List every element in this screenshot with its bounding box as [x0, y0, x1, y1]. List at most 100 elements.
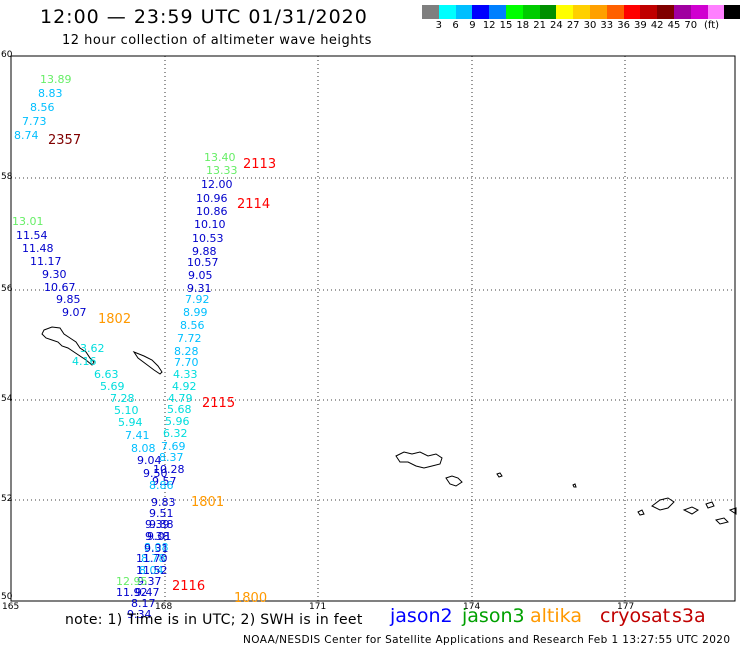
- swh-value: 9.47: [135, 586, 160, 599]
- swh-value: 13.01: [12, 215, 44, 228]
- color-swatch: [573, 5, 591, 19]
- color-scale-label: 30: [583, 20, 597, 31]
- swh-value: 9.38: [145, 530, 170, 543]
- swh-value: 9.50: [143, 467, 168, 480]
- swh-value: 7.70: [174, 356, 199, 369]
- swh-value: 9.51: [149, 507, 174, 520]
- color-scale-label: 27: [566, 20, 580, 31]
- color-swatch: [623, 5, 641, 19]
- islet-c-coastline: [715, 517, 729, 525]
- legend-jason3: jason3: [462, 605, 525, 627]
- pass-time-label: 1800: [234, 591, 268, 606]
- color-swatch: [657, 5, 675, 19]
- color-scale-label: 6: [452, 20, 459, 31]
- color-swatch: [674, 5, 691, 19]
- rat-islands-coastline: [651, 497, 675, 511]
- legend-s3a: s3a: [672, 605, 706, 627]
- swh-value: 7.72: [177, 332, 202, 345]
- swh-value: 8.08: [131, 442, 156, 455]
- swh-value: 7.41: [125, 429, 150, 442]
- color-swatch: [422, 5, 439, 19]
- swh-value: 11.48: [22, 242, 54, 255]
- color-swatch: [472, 5, 490, 19]
- lat-label-56: 56: [1, 284, 13, 294]
- swh-value: 11.92: [116, 586, 148, 599]
- color-scale-label: 39: [634, 20, 647, 31]
- swh-value: 11.70: [136, 552, 168, 565]
- swh-value: 8.83: [38, 87, 63, 100]
- lon-label-174: 174: [463, 602, 481, 612]
- shemya-islet-coastline: [496, 472, 503, 478]
- islet-a-coastline: [682, 506, 699, 515]
- swh-value: 8.99: [183, 306, 208, 319]
- islet-e-coastline: [637, 509, 645, 516]
- map-subtitle: 12 hour collection of altimeter wave hei…: [62, 33, 372, 48]
- swh-value: 4.33: [173, 368, 198, 381]
- swh-value: 8.04: [139, 564, 164, 577]
- swh-value: 13.33: [206, 164, 238, 177]
- swh-value: 5.10: [114, 404, 139, 417]
- swh-value: 8.56: [30, 101, 55, 114]
- color-swatch: [690, 5, 708, 19]
- color-swatch: [489, 5, 507, 19]
- swh-value: 13.89: [40, 73, 72, 86]
- pass-time-label: 2113: [243, 157, 277, 172]
- islet-b-coastline: [705, 501, 715, 509]
- swh-value: 8.74: [14, 129, 39, 142]
- color-swatch: [539, 5, 557, 19]
- color-swatch: [438, 5, 456, 19]
- swh-value: 9.34: [127, 608, 152, 621]
- swh-value: 8.78: [141, 552, 166, 565]
- color-scale-label: 18: [516, 20, 530, 31]
- swh-value: 9.88: [192, 245, 217, 258]
- medny-island-coastline: [132, 350, 163, 375]
- map-title: 12:00 — 23:59 UTC 01/31/2020: [40, 6, 368, 28]
- swh-value: 5.68: [167, 403, 192, 416]
- lat-label-54: 54: [1, 394, 13, 404]
- swh-value: 9.01: [147, 530, 172, 543]
- legend-cryosat: cryosat: [600, 605, 671, 627]
- swh-value: 8.28: [174, 345, 199, 358]
- islet-d-coastline: [728, 507, 737, 515]
- bering-island-coastline: [41, 326, 95, 366]
- swh-value: 9.88: [149, 518, 174, 531]
- swh-value: 4.16: [72, 355, 97, 368]
- color-swatch: [606, 5, 624, 19]
- swh-value: 9.04: [137, 454, 162, 467]
- swh-value: 5.96: [165, 415, 190, 428]
- swh-value: 11.17: [30, 255, 62, 268]
- swh-value: 10.53: [192, 232, 224, 245]
- swh-value: 4.92: [172, 380, 197, 393]
- swh-value: 11.52: [136, 564, 168, 577]
- swh-value: 9.83: [151, 496, 176, 509]
- lon-label-165: 165: [2, 602, 20, 612]
- swh-value: 5.69: [100, 380, 125, 393]
- swh-value: 9.05: [188, 269, 213, 282]
- color-scale-label: 15: [499, 20, 513, 31]
- legend-altika: altika: [530, 605, 582, 627]
- swh-value: 4.79: [168, 392, 193, 405]
- swh-value: 8.37: [159, 451, 184, 464]
- swh-value: 13.40: [204, 151, 236, 164]
- swh-value: 8.86: [149, 479, 174, 492]
- color-scale-label: 12: [482, 20, 496, 31]
- pass-time-label: 1801: [191, 495, 225, 510]
- swh-value: 10.96: [196, 192, 228, 205]
- lon-label-171: 171: [309, 602, 327, 612]
- pass-time-label: 2114: [237, 197, 271, 212]
- graticule: [11, 56, 735, 601]
- agattu-island-coastline: [445, 475, 463, 487]
- pass-time-label: 2357: [48, 133, 82, 148]
- color-swatch: [724, 5, 740, 19]
- swh-value: 10.57: [187, 256, 219, 269]
- color-scale-label: 36: [617, 20, 630, 31]
- lat-label-58: 58: [1, 172, 13, 182]
- swh-value: 6.32: [163, 427, 188, 440]
- swh-value: 3.62: [80, 342, 105, 355]
- swh-value: 8.17: [131, 597, 156, 610]
- swh-value: 9.31: [144, 542, 169, 555]
- color-scale-label: 33: [600, 20, 614, 31]
- color-scale-label: 24: [550, 20, 563, 31]
- color-scale-unit: (ft): [704, 20, 720, 31]
